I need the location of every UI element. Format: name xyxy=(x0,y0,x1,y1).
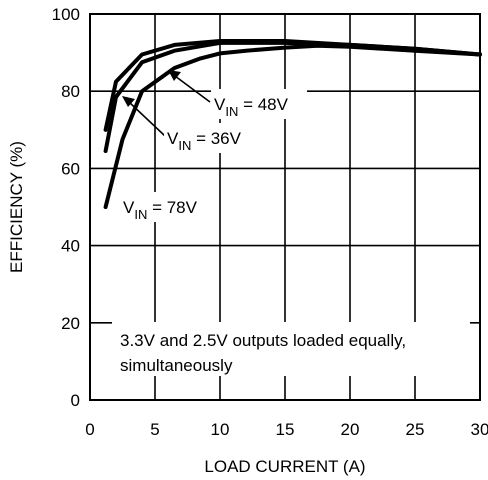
y-tick-label-2: 40 xyxy=(61,237,80,256)
series-label-48v: VIN = 48V xyxy=(214,95,289,119)
x-axis-title: LOAD CURRENT (A) xyxy=(204,457,365,476)
series-label-78v: VIN = 78V xyxy=(123,198,198,222)
series-label-78v-v: V xyxy=(123,198,135,217)
y-tick-label-0: 0 xyxy=(71,391,80,410)
series-lines xyxy=(103,39,482,209)
x-tick-label-4: 20 xyxy=(341,420,360,439)
series-label-36v-v: V xyxy=(167,129,179,148)
y-tick-label-3: 60 xyxy=(61,159,80,178)
series-label-48v-sub: IN xyxy=(225,104,238,119)
arrow-48v xyxy=(174,75,211,103)
x-tick-label-3: 15 xyxy=(276,420,295,439)
series-label-48v-value: = 48V xyxy=(238,95,288,114)
y-tick-labels: 0 20 40 60 80 100 xyxy=(52,5,80,410)
y-tick-label-4: 80 xyxy=(61,82,80,101)
x-tick-label-6: 30 xyxy=(471,420,488,439)
series-label-48v-v: V xyxy=(214,95,226,114)
annotation-line-1: 3.3V and 2.5V outputs loaded equally, xyxy=(120,331,406,350)
series-label-36v: VIN = 36V xyxy=(167,129,242,153)
annotation-background xyxy=(112,322,470,376)
arrow-48v-head xyxy=(168,70,181,81)
series-label-36v-value: = 36V xyxy=(191,129,241,148)
label-48v-background xyxy=(211,89,307,119)
series-label-78v-sub: IN xyxy=(134,207,147,222)
arrow-36v-head xyxy=(122,96,135,107)
arrow-36v xyxy=(128,101,166,137)
y-tick-label-5: 100 xyxy=(52,5,80,24)
x-tick-label-0: 0 xyxy=(85,420,94,439)
plot-frame xyxy=(89,13,481,401)
x-tick-label-1: 5 xyxy=(150,420,159,439)
label-36v-background xyxy=(164,123,260,153)
series-label-78v-value: = 78V xyxy=(147,198,197,217)
label-78v-background xyxy=(120,192,216,222)
x-tick-labels: 0 5 10 15 20 25 30 xyxy=(85,420,488,439)
x-tick-label-5: 25 xyxy=(406,420,425,439)
y-axis-title: EFFICIENCY (%) xyxy=(7,141,26,273)
series-line-2 xyxy=(103,43,482,209)
y-tick-label-1: 20 xyxy=(61,314,80,333)
series-label-36v-sub: IN xyxy=(178,138,191,153)
annotation-line-2: simultaneously xyxy=(120,356,233,375)
x-tick-label-2: 10 xyxy=(211,420,230,439)
